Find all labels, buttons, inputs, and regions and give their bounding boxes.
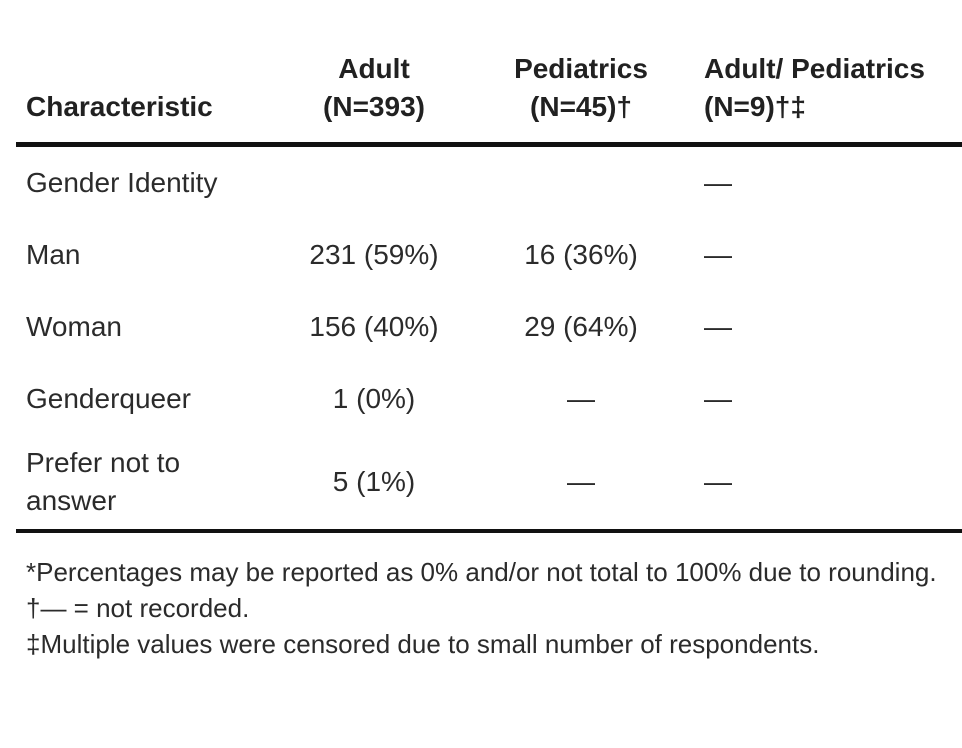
table-row-gender-identity: Gender Identity — (16, 145, 962, 220)
header-adult-pediatrics: Adult/ Pediatrics (N=9)†‡ (688, 50, 962, 147)
header-characteristic: Characteristic (16, 50, 274, 147)
footnote-percentages: *Percentages may be reported as 0% and/o… (26, 557, 937, 587)
table-row-prefer-not-to-answer: Prefer not to answer 5 (1%) — — (16, 435, 962, 533)
row-label-line2: answer (26, 485, 117, 516)
header-row: Characteristic Adult (N=393) Pediatrics … (16, 50, 962, 147)
cell-adult: 231 (59%) (309, 239, 439, 270)
row-label-line1: Prefer not to (26, 447, 181, 478)
cell-pediatrics (474, 145, 688, 220)
header-pediatrics-line1: Pediatrics (514, 53, 648, 84)
cell-adult: 156 (40%) (309, 311, 439, 342)
table-row-genderqueer: Genderqueer 1 (0%) — — (16, 363, 962, 435)
row-label: Genderqueer (26, 383, 192, 414)
row-label: Gender Identity (26, 167, 218, 198)
header-adult-line1: Adult (338, 53, 410, 84)
cell-adult-pediatrics: — (704, 383, 732, 414)
header-adult-pediatrics-line2: (N=9)†‡ (704, 91, 806, 122)
table-header: Characteristic Adult (N=393) Pediatrics … (16, 50, 962, 147)
cell-adult-pediatrics: — (704, 311, 732, 342)
cell-adult-pediatrics: — (688, 435, 962, 533)
cell-adult-pediatrics: — (704, 167, 732, 198)
table-row-man: Man 231 (59%) 16 (36%) — (16, 219, 962, 291)
cell-pediatrics: 16 (36%) (524, 239, 638, 270)
characteristics-table: Characteristic Adult (N=393) Pediatrics … (16, 50, 962, 533)
table-row-woman: Woman 156 (40%) 29 (64%) — (16, 291, 962, 363)
header-pediatrics-line2: (N=45)† (530, 91, 632, 122)
header-adult-line2: (N=393) (323, 91, 425, 122)
cell-pediatrics: — (474, 435, 688, 533)
cell-pediatrics: — (567, 383, 595, 414)
footnote-censored: ‡Multiple values were censored due to sm… (26, 629, 820, 659)
header-adult-pediatrics-line1: Adult/ Pediatrics (704, 53, 925, 84)
header-pediatrics: Pediatrics (N=45)† (474, 50, 688, 147)
cell-pediatrics: 29 (64%) (524, 311, 638, 342)
row-label: Prefer not to answer (16, 435, 274, 533)
footnote-not-recorded: †— = not recorded. (26, 593, 250, 623)
cell-adult-pediatrics: — (704, 239, 732, 270)
row-label: Woman (26, 311, 122, 342)
header-adult: Adult (N=393) (274, 50, 474, 147)
cell-adult: 5 (1%) (274, 435, 474, 533)
cell-adult (274, 145, 474, 220)
table-body: Gender Identity — Man 231 (59%) 16 (36%)… (16, 145, 962, 533)
header-characteristic-line2: Characteristic (26, 91, 213, 122)
characteristics-table-container: Characteristic Adult (N=393) Pediatrics … (16, 50, 962, 533)
table-footnotes: *Percentages may be reported as 0% and/o… (26, 554, 946, 662)
row-label: Man (26, 239, 81, 270)
cell-adult: 1 (0%) (332, 383, 416, 414)
